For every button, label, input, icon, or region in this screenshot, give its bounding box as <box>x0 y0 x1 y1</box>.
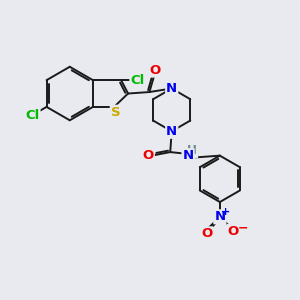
Text: +: + <box>220 207 230 217</box>
Text: −: − <box>237 221 248 234</box>
Text: O: O <box>149 64 161 76</box>
Text: Cl: Cl <box>130 74 145 87</box>
Text: O: O <box>227 225 239 238</box>
Text: O: O <box>142 148 154 162</box>
Text: S: S <box>111 106 120 119</box>
Text: N: N <box>166 82 177 95</box>
Text: N: N <box>166 125 177 138</box>
Text: Cl: Cl <box>25 109 40 122</box>
Text: N: N <box>182 149 194 162</box>
Text: N: N <box>214 210 225 224</box>
Text: H: H <box>187 144 197 158</box>
Text: O: O <box>201 227 212 240</box>
